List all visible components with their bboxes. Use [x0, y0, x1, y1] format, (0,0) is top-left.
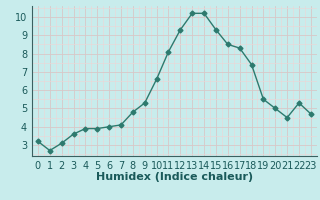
X-axis label: Humidex (Indice chaleur): Humidex (Indice chaleur)	[96, 172, 253, 182]
